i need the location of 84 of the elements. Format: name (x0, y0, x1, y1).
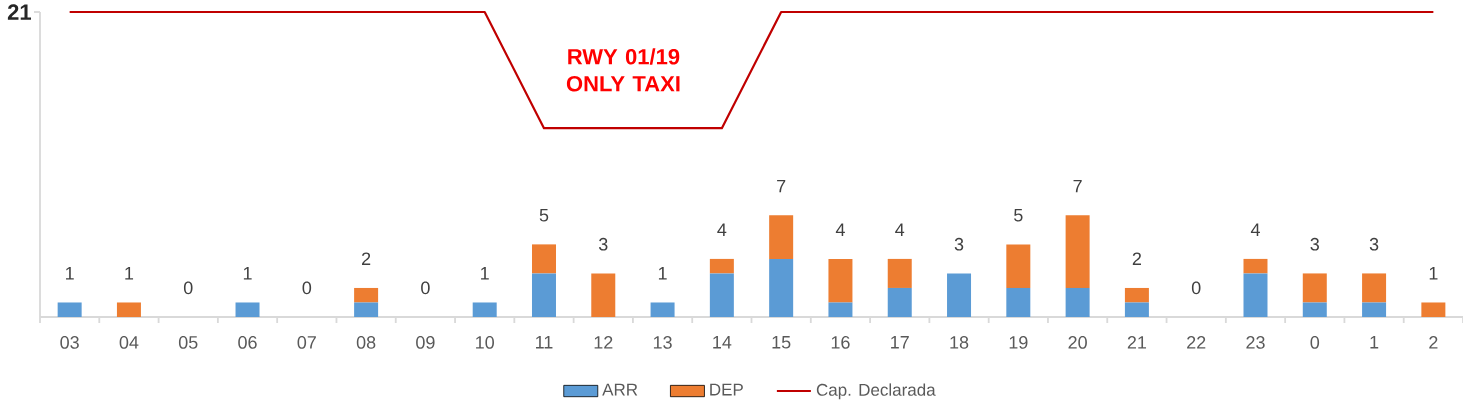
total-label: 2 (1132, 252, 1141, 265)
bar (235, 302, 260, 317)
total-label: 1 (658, 267, 667, 280)
x-tick-label: 19 (1009, 336, 1028, 349)
bar (709, 273, 734, 317)
bar (1243, 258, 1268, 274)
total-label: 7 (1073, 179, 1082, 193)
x-tick-label: 11 (536, 336, 553, 349)
bar (531, 273, 556, 317)
x-tick-label: 18 (950, 336, 969, 349)
bar (1243, 273, 1268, 317)
total-label: 4 (717, 223, 727, 236)
x-tick-label: 0 (1310, 336, 1320, 349)
x-tick-label: 23 (1246, 336, 1265, 349)
bar (828, 258, 853, 303)
x-tick-label: 1 (1370, 336, 1379, 349)
x-tick-label: 03 (60, 336, 79, 349)
bar (354, 287, 379, 303)
x-tick-label: 15 (772, 336, 791, 349)
bar (1362, 273, 1387, 303)
bar (1065, 215, 1090, 288)
bar (709, 258, 734, 274)
total-label: 1 (481, 267, 489, 280)
annotation: RWY 01/19 ONLY TAXI (566, 48, 680, 92)
x-tick-label: 10 (476, 336, 494, 349)
bar (887, 258, 912, 288)
x-tick-label: 21 (1127, 336, 1147, 349)
x-tick-label: 05 (178, 336, 198, 349)
x-tick-label: 08 (356, 336, 376, 349)
total-label: 1 (125, 267, 134, 280)
x-tick-label: 2 (1429, 336, 1438, 349)
bar (1302, 302, 1327, 317)
total-label: 1 (66, 267, 74, 280)
total-label: 4 (835, 223, 845, 236)
bar (828, 302, 853, 317)
total-label: 7 (777, 179, 786, 193)
total-label: 4 (895, 223, 905, 236)
x-tick-label: 16 (831, 336, 850, 349)
total-label: 0 (1191, 281, 1201, 295)
bar (591, 273, 616, 317)
total-label: 5 (1014, 209, 1023, 222)
bar (116, 302, 141, 317)
bar (57, 302, 82, 317)
total-label: 1 (243, 267, 252, 280)
x-tick-label: 17 (891, 336, 909, 349)
x-tick-label: 13 (653, 336, 672, 349)
legend-label: ARR (602, 383, 638, 396)
x-tick-label: 20 (1068, 336, 1087, 349)
total-label: 3 (598, 237, 608, 251)
legend-label: DEP (710, 383, 743, 396)
bar (1302, 273, 1327, 303)
total-label: 0 (183, 281, 193, 295)
legend-label: Cap. Declarada (816, 383, 936, 400)
x-tick-label: 04 (119, 336, 139, 349)
total-label: 1 (1429, 267, 1438, 280)
x-tick-label: 06 (238, 336, 257, 349)
bar (769, 215, 794, 259)
bar (1006, 244, 1031, 288)
bar (947, 273, 972, 317)
bar (1124, 287, 1149, 303)
bar (531, 244, 556, 274)
x-tick-label: 22 (1187, 336, 1206, 349)
bar (472, 302, 497, 317)
total-label: 0 (421, 281, 430, 295)
bar (1006, 287, 1031, 317)
total-label: 4 (1250, 223, 1260, 236)
bar (1124, 302, 1149, 317)
x-tick-label: 09 (416, 336, 435, 349)
x-tick-label: 12 (594, 336, 613, 349)
bar (1065, 287, 1090, 317)
x-tick-label: 07 (297, 336, 316, 349)
bar (1421, 302, 1446, 317)
x-tick-label: 14 (713, 336, 732, 349)
total-label: 3 (1369, 237, 1379, 251)
bar (769, 258, 794, 317)
bar (887, 287, 912, 317)
bar (650, 302, 675, 317)
total-label: 3 (954, 237, 964, 251)
total-label: 5 (539, 209, 549, 222)
total-label: 3 (1310, 237, 1319, 251)
total-label: 2 (362, 252, 371, 265)
total-label: 0 (302, 281, 312, 295)
bar (1362, 302, 1387, 317)
bar (354, 302, 379, 317)
